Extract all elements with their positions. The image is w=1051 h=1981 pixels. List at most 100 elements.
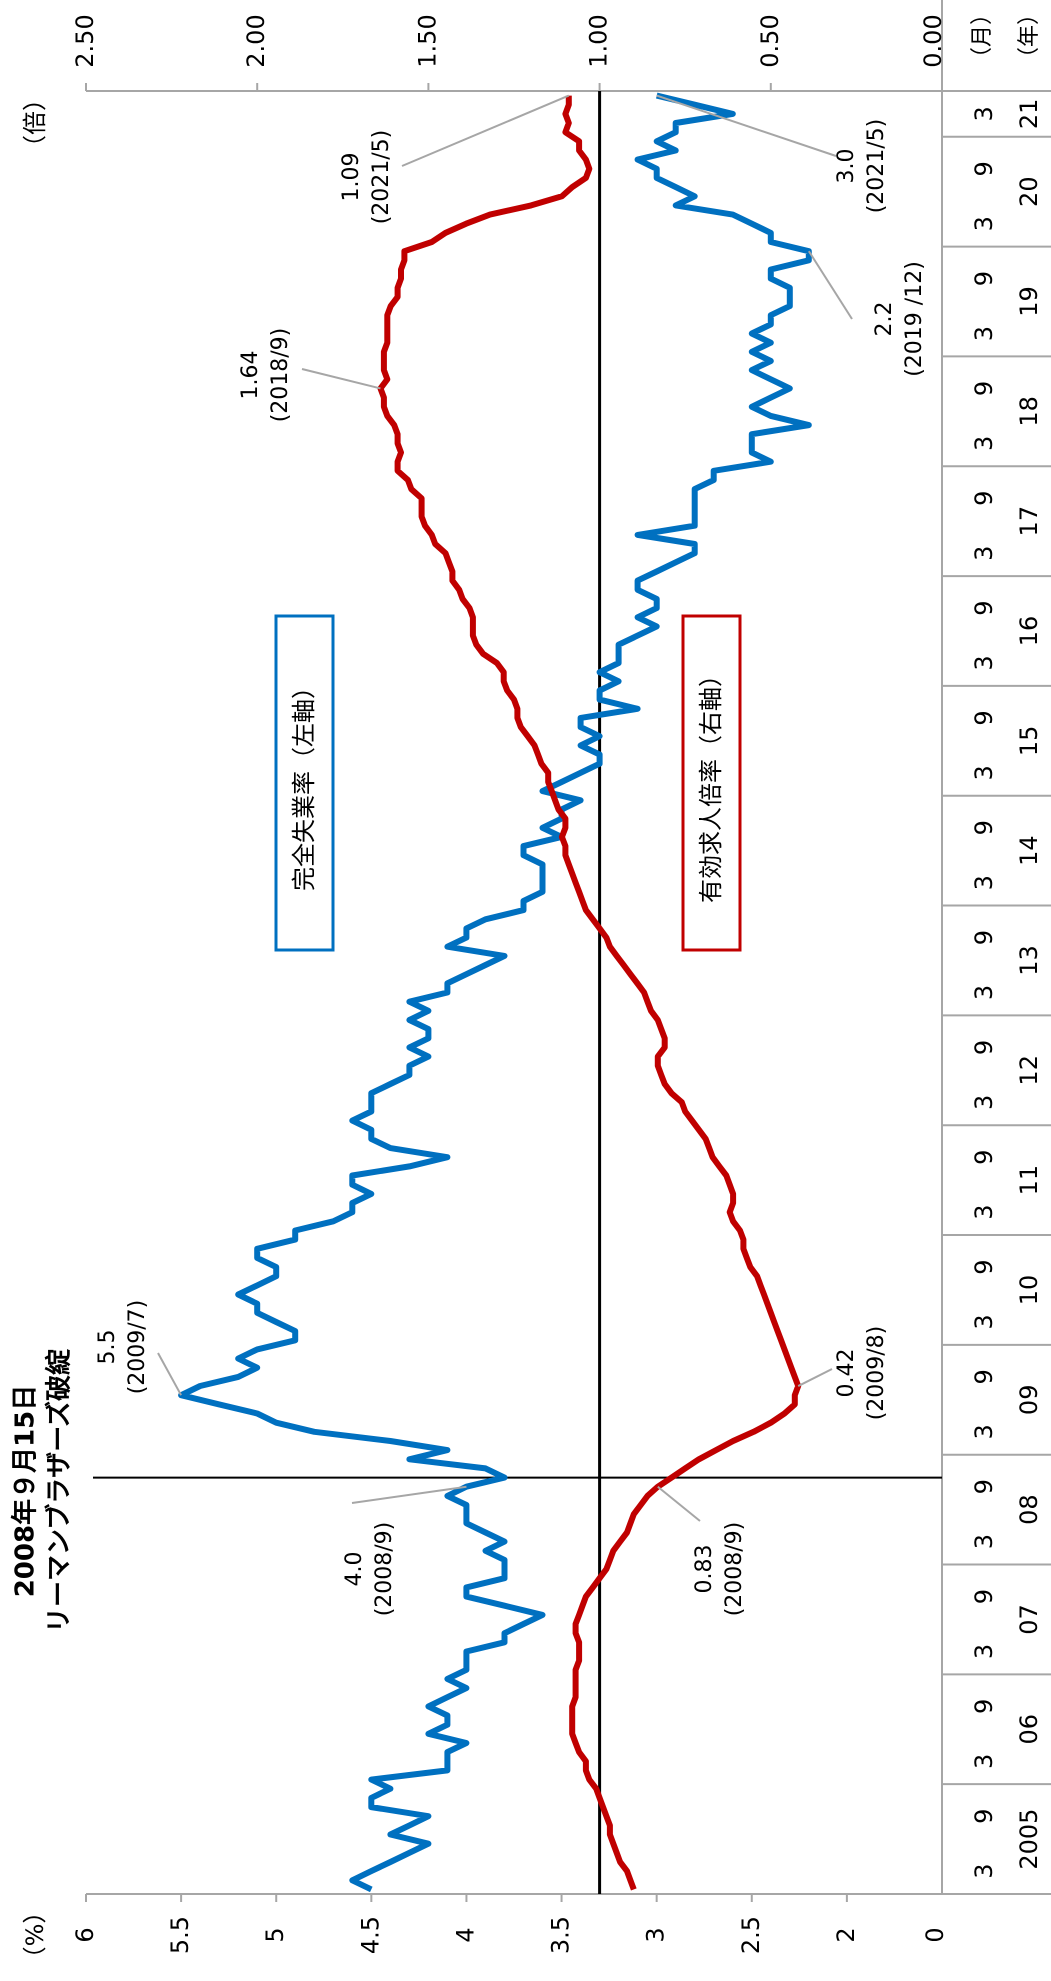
- annotation-text: 1.64: [238, 351, 263, 400]
- month-label: 9: [970, 930, 998, 945]
- y-tick-label: 6: [71, 1927, 99, 1942]
- month-label: 9: [970, 381, 998, 396]
- year-label: 14: [1015, 835, 1043, 866]
- year-label: 18: [1015, 396, 1043, 427]
- month-label: 3: [970, 1095, 998, 1110]
- annotation-text: (2019 /12): [902, 261, 927, 377]
- month-label: 3: [970, 875, 998, 890]
- annotation-text: 5.5: [95, 1330, 120, 1365]
- month-label: 9: [970, 710, 998, 725]
- month-label: 9: [970, 1809, 998, 1824]
- month-label: 9: [970, 600, 998, 615]
- month-label: 9: [970, 491, 998, 506]
- month-label: 9: [970, 161, 998, 176]
- x-month-label: （月）: [970, 3, 995, 69]
- annotation-text: 4.0: [342, 1552, 367, 1587]
- month-label: 3: [970, 765, 998, 780]
- annotation-text: (2008/9): [372, 1522, 397, 1617]
- month-label: 3: [970, 216, 998, 231]
- annotation-text: 3.0: [834, 149, 859, 184]
- y2-axis-label: （倍）: [21, 87, 49, 159]
- year-label: 21: [1015, 99, 1043, 130]
- month-label: 3: [970, 1754, 998, 1769]
- month-label: 3: [970, 546, 998, 561]
- annotation-text: 2.2: [872, 302, 897, 337]
- series-line: [178, 92, 812, 1893]
- month-label: 3: [970, 436, 998, 451]
- y2-tick-label: 1.00: [585, 14, 613, 67]
- annotation-leader: [301, 368, 381, 390]
- y-tick-label: 3: [642, 1927, 670, 1942]
- annotation-text: (2009/8): [864, 1326, 889, 1421]
- annotation-text: (2018/9): [268, 328, 293, 423]
- event-text: リーマンブラザーズ破綻: [44, 1348, 75, 1633]
- y-tick-label: 2: [832, 1927, 860, 1942]
- year-label: 19: [1015, 286, 1043, 317]
- annotation-leader: [657, 1485, 701, 1522]
- month-label: 9: [970, 1150, 998, 1165]
- series-line: [377, 95, 802, 1891]
- y-tick-label: 5: [261, 1927, 289, 1942]
- month-label: 3: [970, 985, 998, 1000]
- y-origin-label: 0: [921, 1927, 949, 1942]
- x-year-label: （年）: [1017, 3, 1042, 69]
- year-label: 16: [1015, 616, 1043, 647]
- year-label: 17: [1015, 506, 1043, 537]
- annotation-leader: [157, 1352, 182, 1396]
- annotation-text: (2021/5): [864, 119, 889, 214]
- y-tick-label: 4.5: [356, 1916, 384, 1954]
- annotation-leader: [808, 250, 853, 320]
- legend-box: [681, 614, 742, 952]
- year-label: 12: [1015, 1055, 1043, 1086]
- year-label: 06: [1015, 1714, 1043, 1745]
- annotation-text: 0.42: [834, 1349, 859, 1398]
- year-label: 08: [1015, 1494, 1043, 1525]
- annotation-text: 1.09: [339, 153, 364, 202]
- month-label: 9: [970, 1369, 998, 1384]
- month-label: 9: [970, 1259, 998, 1274]
- month-label: 9: [970, 1479, 998, 1494]
- legend-label: 有効求人倍率（右軸）: [697, 663, 725, 903]
- month-label: 9: [970, 1040, 998, 1055]
- month-label: 9: [970, 1589, 998, 1604]
- month-label: 9: [970, 1699, 998, 1714]
- y2-tick-label: 0.50: [756, 14, 784, 67]
- year-label: 20: [1015, 176, 1043, 207]
- year-label: 10: [1015, 1275, 1043, 1306]
- rotated-plot: 2 2.5 3 3.5 4 4.5 5 5.5 6 0 （%） 0.00 0.50 1.00 1.50 2.0…: [10, 0, 1051, 1970]
- month-label: 3: [970, 1863, 998, 1878]
- y-axis-label: （%）: [21, 1900, 49, 1971]
- month-label: 3: [970, 1424, 998, 1439]
- annotation-text: (2008/9): [722, 1522, 747, 1617]
- y2-tick-label: 1.50: [413, 14, 441, 67]
- year-label: 07: [1015, 1604, 1043, 1635]
- legend-box: [274, 614, 335, 952]
- year-label: 09: [1015, 1385, 1043, 1416]
- y2-tick-label: 2.50: [71, 14, 99, 67]
- month-label: 3: [970, 1534, 998, 1549]
- month-label: 3: [970, 1205, 998, 1220]
- month-label: 3: [970, 655, 998, 670]
- annotation-leader: [797, 1368, 833, 1387]
- year-label: 15: [1015, 726, 1043, 757]
- month-label: 9: [970, 271, 998, 286]
- month-label: 3: [970, 326, 998, 341]
- annotation-text: (2009/7): [125, 1300, 150, 1395]
- annotation-text: 0.83: [692, 1545, 717, 1594]
- annotation-leader: [401, 94, 570, 167]
- month-label: 3: [970, 106, 998, 121]
- year-label: 2005: [1015, 1809, 1043, 1870]
- y-tick-label: 4: [451, 1927, 479, 1942]
- y-tick-label: 5.5: [166, 1916, 194, 1954]
- annotation-text: (2021/5): [369, 130, 394, 225]
- year-label: 11: [1015, 1165, 1043, 1196]
- year-label: 13: [1015, 945, 1043, 976]
- month-label: 3: [970, 1314, 998, 1329]
- month-label: 9: [970, 820, 998, 835]
- y-tick-label: 2.5: [737, 1916, 765, 1954]
- y2-tick-label: 0.00: [919, 14, 947, 67]
- event-text: 2008年９月15日: [10, 1385, 41, 1598]
- y2-tick-label: 2.00: [242, 14, 270, 67]
- annotation-leader: [656, 94, 837, 157]
